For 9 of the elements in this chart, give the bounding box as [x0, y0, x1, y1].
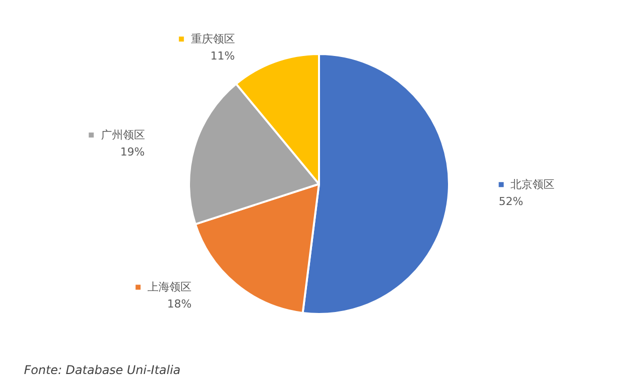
data-label: 18% — [167, 298, 192, 311]
data-label: 52% — [498, 195, 524, 208]
legend-label: 北京领区 — [504, 178, 555, 192]
source-note: Fonte: Database Uni-Italia — [24, 363, 181, 377]
legend-label: 上海领区 — [140, 280, 192, 294]
legend-label: 广州领区 — [94, 128, 145, 142]
legend-label: 重庆领区 — [184, 32, 235, 46]
data-label: 19% — [120, 146, 145, 159]
data-label: 11% — [210, 50, 235, 63]
